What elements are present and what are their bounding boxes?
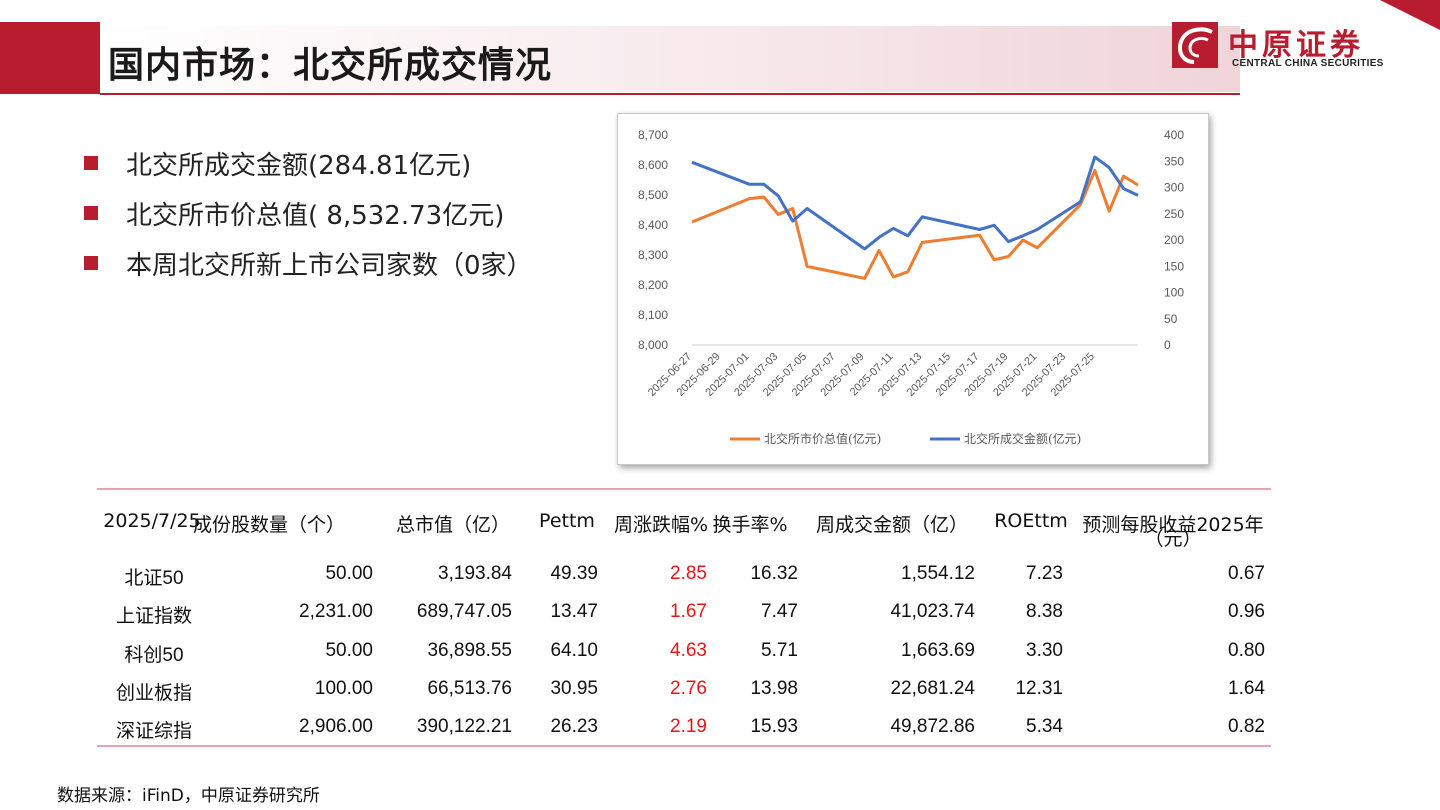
table-cell: 0.80 [1228,640,1265,661]
company-logo-text: 中原证券 [1228,28,1364,63]
right-axis-tick-label: 250 [1164,207,1184,221]
right-axis-tick-label: 200 [1164,233,1184,247]
table-cell: 66,513.76 [427,678,512,699]
table-cell: 49.39 [550,563,598,584]
bullet-list: 北交所成交金额(284.81亿元) 北交所市价总值( 8,532.73亿元) 本… [84,138,533,288]
company-logo-icon [1172,22,1218,68]
bullet-item: 北交所成交金额(284.81亿元) [84,138,533,188]
table-bottom-rule [97,745,1271,747]
table-row-name: 创业板指 [115,683,192,704]
right-axis-tick-label: 50 [1164,312,1178,326]
bullet-text: 北交所成交金额(284.81亿元) [126,150,472,181]
table-cell: 50.00 [325,563,373,584]
left-axis-tick-label: 8,400 [638,218,668,232]
table-cell: 1,554.12 [901,563,975,584]
right-axis-tick-label: 0 [1164,338,1171,352]
table-cell: 100.00 [314,678,373,699]
table-cell: 16.32 [750,563,798,584]
left-axis-tick-label: 8,600 [638,158,668,172]
table-cell: 13.47 [550,601,598,622]
table-cell: 0.67 [1228,563,1265,584]
table-header-cell: Pettm [539,510,595,532]
table-cell: 0.82 [1228,716,1265,737]
table-row-name: 上证指数 [115,606,192,627]
left-axis-tick-label: 8,300 [638,248,668,262]
bullet-text: 本周北交所新上市公司家数（0家） [126,250,533,281]
table-cell: 1.64 [1228,678,1265,699]
title-underline [100,93,1240,95]
company-logo-english: CENTRAL CHINA SECURITIES [1232,58,1384,69]
table-header-cell: 周涨跌幅% [613,514,709,536]
right-axis-tick-label: 350 [1164,154,1184,168]
table-header-cell: （元） [1144,528,1202,550]
table-cell: 2.19 [670,716,707,737]
bullet-square-icon [84,256,98,270]
table-cell: 1,663.69 [901,640,975,661]
table-header-cell: 2025/7/25 [103,510,201,532]
table-header-cell: 预测每股收益2025年 [1082,514,1264,536]
table-cell: 2.85 [670,563,707,584]
data-source-note: 数据来源：iFinD，中原证券研究所 [57,786,320,806]
left-axis-tick-label: 8,700 [638,128,668,142]
table-cell: 36,898.55 [427,640,512,661]
table-cell: 26.23 [550,716,598,737]
bullet-item: 北交所市价总值( 8,532.73亿元) [84,188,533,238]
line-chart: 8,000 8,100 8,200 8,300 8,400 8,500 8,600 8,700… [638,128,1184,446]
title-accent-bar [0,22,100,94]
table-cell: 390,122.21 [416,716,512,737]
table-cell: 49,872.86 [890,716,975,737]
table-top-rule [97,488,1271,490]
right-axis-tick-label: 300 [1164,181,1184,195]
table-cell: 22,681.24 [890,678,975,699]
corner-decoration [1380,0,1440,30]
left-axis-tick-label: 8,500 [638,188,668,202]
table-cell: 1.67 [670,601,707,622]
table-header-cell: ROEttm [994,510,1068,532]
table-row-name: 北证50 [124,568,184,589]
bullet-square-icon [84,156,98,170]
right-axis-tick-label: 400 [1164,128,1184,142]
table-cell: 689,747.05 [416,601,512,622]
table-header-cell: 总市值（亿） [395,514,510,536]
chart-frame: 8,000 8,100 8,200 8,300 8,400 8,500 8,600 8,700… [617,113,1209,465]
right-axis-tick-label: 100 [1164,286,1184,300]
table-cell: 5.71 [761,640,798,661]
table-cell: 30.95 [550,678,598,699]
table-cell: 8.38 [1026,601,1063,622]
table-cell: 7.47 [761,601,798,622]
table-cell: 15.93 [750,716,798,737]
bullet-square-icon [84,206,98,220]
page-title: 国内市场：北交所成交情况 [108,45,553,86]
table-cell: 2,906.00 [299,716,373,737]
table-cell: 3.30 [1026,640,1063,661]
market-value-line [691,168,1139,280]
table-cell: 5.34 [1026,716,1063,737]
table-header-cell: 换手率% [712,514,788,536]
right-axis-tick-label: 150 [1164,259,1184,273]
table-cell: 50.00 [325,640,373,661]
table-cell: 0.96 [1228,601,1265,622]
table-cell: 7.23 [1026,563,1063,584]
left-axis-tick-label: 8,000 [638,338,668,352]
legend-label: 北交所成交金额(亿元) [964,431,1081,446]
bullet-text: 北交所市价总值( 8,532.73亿元) [126,200,505,231]
left-axis-tick-label: 8,100 [638,308,668,322]
table-cell: 12.31 [1015,678,1063,699]
table-cell: 2,231.00 [299,601,373,622]
table-cell: 13.98 [750,678,798,699]
table-cell: 64.10 [550,640,598,661]
table-row-name: 深证综指 [115,721,192,742]
bullet-item: 本周北交所新上市公司家数（0家） [84,238,533,288]
table-cell: 41,023.74 [890,601,975,622]
table-cell: 4.63 [670,640,707,661]
turnover-line [691,155,1139,251]
legend-label: 北交所市价总值(亿元) [764,431,881,446]
table-header-cell: 周成交金额（亿） [815,514,968,536]
left-axis-tick-label: 8,200 [638,278,668,292]
table-header-cell: 成份股数量（个） [192,514,345,536]
table-row-name: 科创50 [124,645,184,666]
title-band [100,26,1240,92]
table-cell: 2.76 [670,678,707,699]
table-cell: 3,193.84 [438,563,512,584]
